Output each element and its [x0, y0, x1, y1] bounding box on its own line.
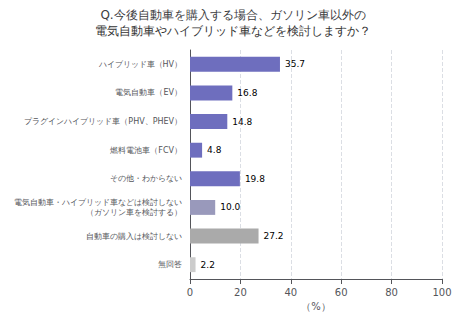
svg-text:電気自動車（EV）: 電気自動車（EV）	[115, 88, 182, 97]
svg-text:Q.今後自動車を購入する場合、ガソリン車以外の: Q.今後自動車を購入する場合、ガソリン車以外の	[100, 8, 365, 22]
svg-text:10.0: 10.0	[220, 202, 240, 212]
svg-text:燃料電池車（FCV）: 燃料電池車（FCV）	[110, 146, 182, 155]
svg-text:自動車の購入は検討しない: 自動車の購入は検討しない	[86, 232, 182, 241]
svg-text:16.8: 16.8	[237, 88, 257, 98]
svg-text:（ガソリン車を検討する）: （ガソリン車を検討する）	[86, 208, 182, 217]
svg-text:電気自動車やハイブリッド車などを検討しますか？: 電気自動車やハイブリッド車などを検討しますか？	[95, 24, 371, 38]
svg-text:電気自動車・ハイブリッド車などは検討しない: 電気自動車・ハイブリッド車などは検討しない	[14, 198, 182, 207]
svg-text:35.7: 35.7	[285, 59, 305, 69]
svg-text:19.8: 19.8	[245, 174, 265, 184]
svg-text:（%）: （%）	[301, 301, 331, 312]
svg-text:プラグインハイブリッド車（PHV、PHEV）: プラグインハイブリッド車（PHV、PHEV）	[24, 117, 182, 126]
svg-text:80: 80	[385, 287, 398, 298]
svg-text:60: 60	[335, 287, 348, 298]
svg-text:100: 100	[432, 287, 451, 298]
svg-text:0: 0	[187, 287, 193, 298]
svg-text:無回答: 無回答	[158, 260, 182, 269]
svg-text:27.2: 27.2	[264, 231, 284, 241]
svg-text:20: 20	[234, 287, 247, 298]
svg-text:4.8: 4.8	[207, 145, 222, 155]
svg-text:14.8: 14.8	[232, 117, 252, 127]
svg-text:その他・わからない: その他・わからない	[110, 174, 182, 183]
svg-text:40: 40	[284, 287, 297, 298]
svg-text:2.2: 2.2	[201, 260, 215, 270]
svg-text:ハイブリッド車（HV）: ハイブリッド車（HV）	[98, 60, 183, 69]
